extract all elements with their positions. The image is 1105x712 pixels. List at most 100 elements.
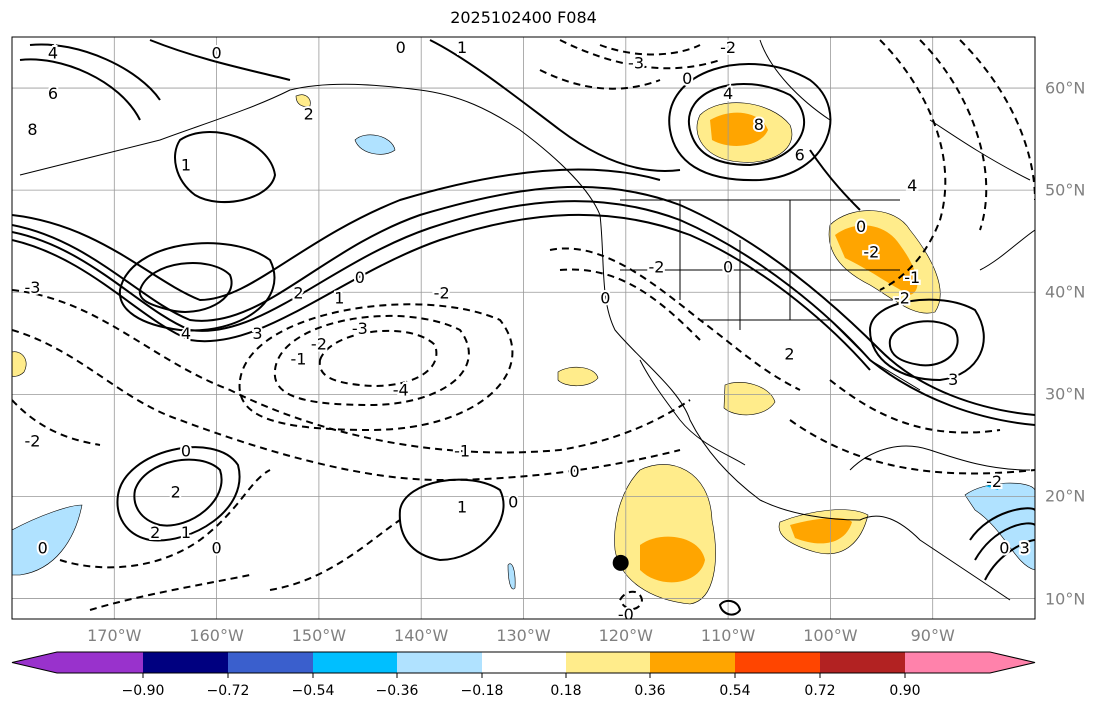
contour-label: -2: [894, 288, 910, 307]
positive-anomaly-yellow: [557, 366, 599, 387]
positive-anomaly-yellow: [723, 382, 776, 416]
contour-label: 4: [48, 43, 58, 62]
dashed-contours: [12, 39, 1035, 611]
contour-label: -2: [863, 242, 879, 261]
colorbar-bin: [905, 652, 990, 673]
contour-label: -3: [628, 54, 644, 73]
longitude-label: 100°W: [803, 626, 858, 645]
map-title: 2025102400 F084: [450, 8, 597, 27]
contour-label: 3: [252, 324, 262, 343]
colorbar-bin: [650, 652, 735, 673]
contour-label: -2: [986, 472, 1002, 491]
contour-label: -1: [290, 350, 306, 369]
latitude-label: 50°N: [1045, 180, 1086, 200]
colorbar-extend-high: [990, 652, 1035, 673]
contour-label: 0: [682, 69, 692, 88]
contour-label: 0: [600, 288, 610, 307]
positive-anomaly-orange: [640, 536, 705, 583]
contour-label: -4: [393, 380, 409, 399]
negative-anomaly-deepskyblue: [985, 484, 1000, 490]
latitude-label: 60°N: [1045, 78, 1086, 98]
contour-label: 2: [304, 105, 314, 124]
contour-label: -2: [720, 38, 736, 57]
contour-label: 4: [907, 176, 917, 195]
contour-label: 3: [1020, 539, 1030, 558]
contour-label: 2: [784, 345, 794, 364]
colorbar-bin: [313, 652, 397, 673]
colorbar-tick-label: −0.36: [375, 683, 419, 699]
longitude-label: 140°W: [394, 626, 449, 645]
contour-label: 0: [723, 258, 733, 277]
colorbar-bin: [143, 652, 228, 673]
contour-label: -2: [649, 258, 665, 277]
latitude-label: 30°N: [1045, 384, 1086, 404]
contour-label: 2: [293, 283, 303, 302]
longitude-label: 150°W: [291, 626, 347, 645]
contour-label: 0: [212, 43, 222, 62]
contour-label: 2: [171, 482, 181, 501]
location-marker: [612, 554, 629, 571]
contour-label: 8: [754, 115, 764, 134]
solid-contours: [12, 39, 1035, 616]
positive-anomaly-yellow: [295, 94, 311, 107]
negative-anomaly-lightblue: [354, 134, 396, 155]
colorbar-tick-label: 0.72: [804, 683, 836, 699]
contour-label: 1: [457, 38, 467, 57]
contour-label: -2: [434, 283, 450, 302]
latitude-label: 20°N: [1045, 486, 1086, 506]
positive-anomaly-yellow: [12, 351, 27, 377]
latitude-label: 10°N: [1045, 589, 1086, 609]
colorbar-tick-label: 0.54: [719, 683, 751, 699]
contour-label: 4: [723, 84, 733, 103]
colorbar: [11, 651, 1036, 678]
longitude-label: 110°W: [700, 626, 756, 645]
colorbar-tick-label: −0.54: [291, 683, 335, 699]
colorbar-extend-low: [12, 652, 57, 673]
contour-label: 1: [181, 523, 191, 542]
colorbar-bin: [57, 652, 143, 673]
contour-label: 2: [150, 523, 160, 542]
contour-label: 4: [181, 324, 191, 343]
coastlines: [19, 39, 1035, 601]
contour-label: 8: [27, 120, 37, 139]
colorbar-bin: [482, 652, 566, 673]
contour-label: 0: [181, 442, 191, 461]
contour-label: -2: [24, 431, 40, 450]
contour-label: 0: [570, 462, 580, 481]
colorbar-bin: [566, 652, 650, 673]
positive-anomaly-orange: [710, 112, 768, 146]
colorbar-tick-label: −0.90: [121, 683, 165, 699]
contour-label: -1: [904, 268, 920, 287]
positive-anomaly-orange: [790, 518, 852, 544]
negative-anomaly-lightblue: [964, 482, 1035, 571]
latitude-label: 40°N: [1045, 282, 1086, 302]
contour-label: -0: [618, 605, 634, 624]
colorbar-tick-label: 0.90: [889, 683, 921, 699]
contour-label: 0: [396, 38, 406, 57]
colorbar-tick-label: 0.36: [634, 683, 666, 699]
contour-label: 0: [508, 493, 518, 512]
contour-label: 0: [355, 268, 365, 287]
longitude-label: 90°W: [910, 626, 955, 645]
colorbar-bin: [228, 652, 313, 673]
negative-anomaly-lightblue: [507, 563, 516, 590]
colorbar-tick-label: −0.72: [206, 683, 250, 699]
contour-label: 6: [795, 145, 805, 164]
longitude-label: 130°W: [496, 626, 551, 645]
contour-label: -2: [311, 334, 327, 353]
contour-label: 1: [181, 156, 191, 175]
contour-label: -1: [454, 442, 470, 461]
longitude-label: 170°W: [87, 626, 142, 645]
contour-label: 3: [948, 370, 958, 389]
colorbar-bin: [735, 652, 820, 673]
contour-label: 6: [48, 84, 58, 103]
map-frame: [11, 36, 1036, 620]
longitude-label: 120°W: [598, 626, 653, 645]
positive-anomaly-orange: [835, 225, 918, 295]
colorbar-tick-label: −0.18: [460, 683, 504, 699]
contour-label: 0: [212, 539, 222, 558]
contour-label: 1: [457, 498, 467, 517]
colorbar-outline: [11, 651, 1036, 674]
